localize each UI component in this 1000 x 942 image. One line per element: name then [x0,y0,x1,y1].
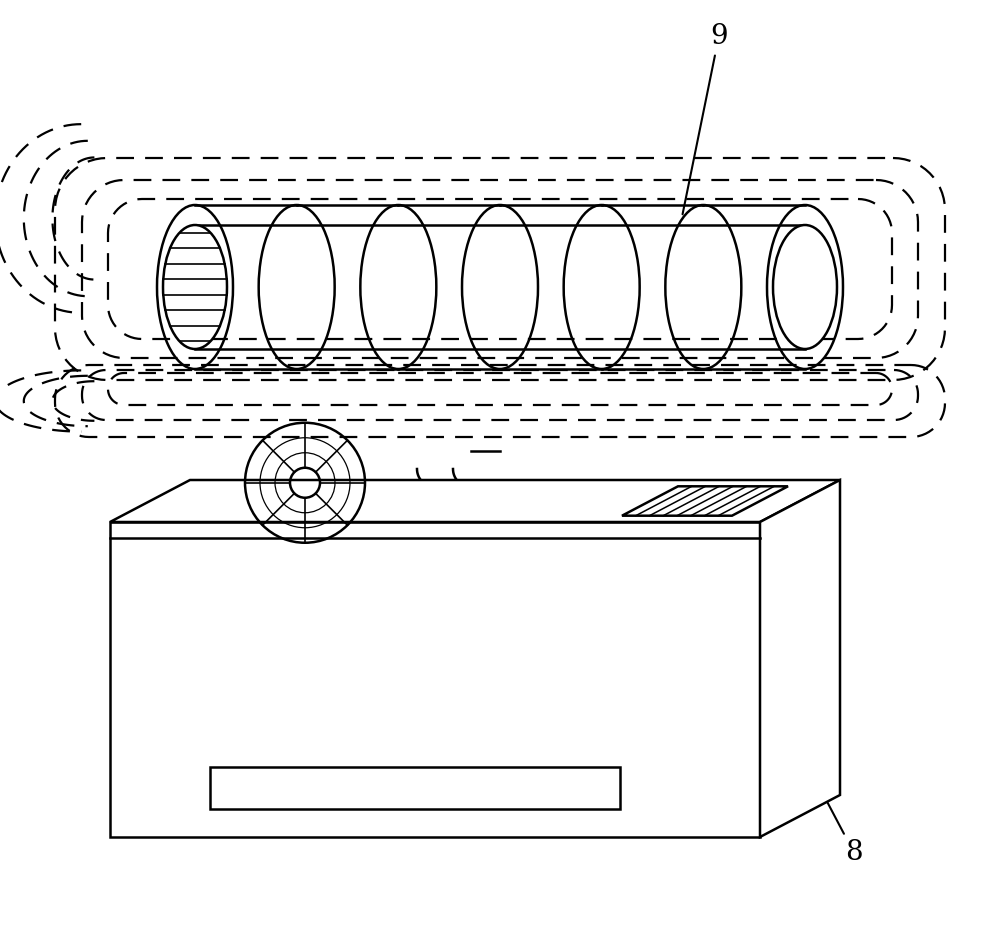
Polygon shape [760,480,840,837]
Polygon shape [110,522,760,837]
Polygon shape [110,480,840,522]
Text: 8: 8 [773,700,863,866]
Ellipse shape [163,225,227,349]
Ellipse shape [773,225,837,349]
Text: 9: 9 [683,23,728,214]
